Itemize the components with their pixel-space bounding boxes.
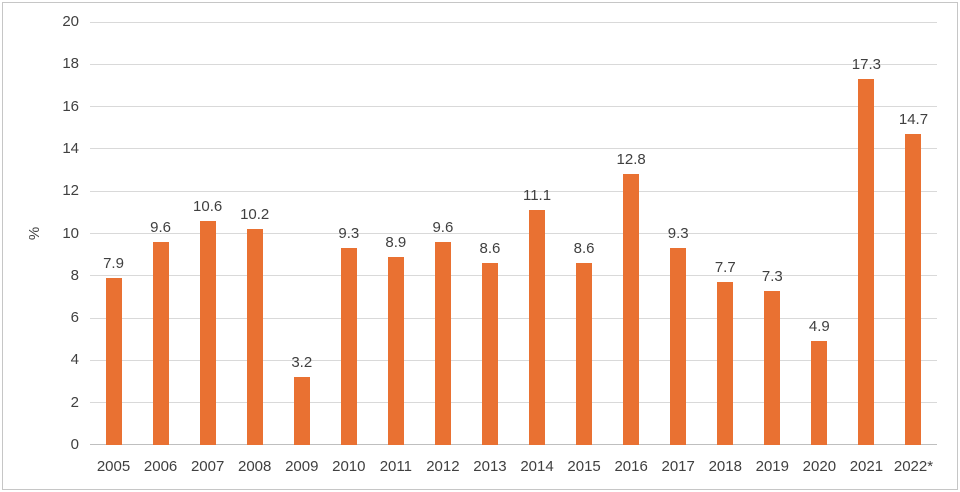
bar-2021 [858, 79, 875, 445]
bar-value-label: 7.7 [714, 259, 736, 277]
gridline [90, 148, 937, 150]
bar-2017 [670, 248, 687, 445]
y-tick-label: 0 [70, 436, 79, 453]
plot-area [90, 21, 937, 445]
bar-2008 [246, 229, 263, 445]
x-tick-label: 2005 [96, 458, 131, 475]
bar-2006 [152, 241, 169, 445]
y-tick-label: 14 [62, 139, 79, 157]
bar-value-label: 10.2 [240, 206, 270, 224]
x-axis-line [90, 444, 937, 445]
y-tick-label: 10 [62, 224, 79, 242]
x-tick-label: 2013 [473, 458, 507, 475]
bar-value-label: 8.6 [479, 240, 501, 258]
x-tick-label: 2014 [520, 458, 554, 475]
x-tick-label: 2019 [755, 458, 789, 475]
x-tick-label: 2020 [802, 458, 837, 475]
x-tick-label: 2006 [143, 458, 178, 475]
bar-value-label: 4.9 [808, 318, 830, 336]
gridline [90, 359, 937, 361]
x-tick-label: 2010 [332, 458, 366, 475]
bar-2009 [293, 377, 310, 445]
y-tick-label: 2 [70, 393, 79, 411]
x-tick-label: 2007 [190, 458, 225, 475]
y-tick-label: 20 [62, 13, 79, 30]
bar-value-label: 10.6 [193, 197, 223, 215]
x-tick-label: 2015 [567, 458, 601, 475]
bar-value-label: 17.3 [851, 56, 881, 74]
bar-value-label: 7.3 [761, 267, 783, 285]
bar-2020 [811, 341, 828, 445]
gridline [90, 63, 937, 65]
x-tick-label: 2008 [238, 458, 272, 475]
bar-value-label: 9.3 [667, 225, 689, 243]
x-tick-label: 2011 [379, 458, 412, 475]
bar-value-label: 9.6 [150, 218, 171, 236]
y-tick-label: 18 [62, 55, 79, 73]
gridline [90, 275, 937, 277]
bar-2016 [623, 174, 640, 445]
y-tick-label: 6 [70, 309, 79, 327]
x-tick-label: 2016 [614, 458, 648, 475]
bar-value-label: 9.3 [338, 225, 360, 243]
y-tick-label: 12 [62, 182, 79, 200]
bar-value-label: 12.8 [616, 151, 646, 169]
bar-2019 [764, 290, 781, 445]
x-tick-label: 2022* [893, 458, 934, 475]
y-tick-label: 16 [62, 97, 79, 115]
bar-2010 [340, 248, 357, 445]
gridline [90, 317, 937, 319]
bar-value-label: 9.6 [432, 218, 454, 236]
bar-2015 [576, 263, 593, 445]
bar-2007 [199, 220, 216, 445]
gridline [90, 402, 937, 404]
gridline [90, 190, 937, 192]
x-tick-label: 2021 [849, 458, 884, 475]
bar-value-label: 11.1 [522, 187, 552, 205]
bar-2012 [434, 241, 451, 445]
x-tick-label: 2017 [661, 458, 695, 475]
gridline [90, 21, 937, 23]
bar-value-label: 8.9 [385, 233, 407, 251]
x-tick-label: 2009 [285, 458, 319, 475]
bar-2013 [481, 263, 498, 445]
x-tick-label: 2012 [426, 458, 460, 475]
x-tick-label: 2018 [708, 458, 742, 475]
bar-2018 [717, 282, 734, 445]
y-tick-label: 8 [70, 266, 79, 284]
gridline [90, 106, 937, 108]
bar-2014 [529, 210, 546, 445]
bar-2022* [905, 134, 922, 445]
bar-2011 [387, 256, 404, 445]
gridline [90, 233, 937, 234]
bar-value-label: 14.7 [898, 111, 929, 129]
bar-value-label: 7.9 [103, 254, 124, 272]
bar-2005 [105, 277, 122, 445]
bar-value-label: 3.2 [291, 354, 313, 372]
y-tick-label: 4 [70, 351, 79, 369]
bar-value-label: 8.6 [573, 240, 595, 258]
